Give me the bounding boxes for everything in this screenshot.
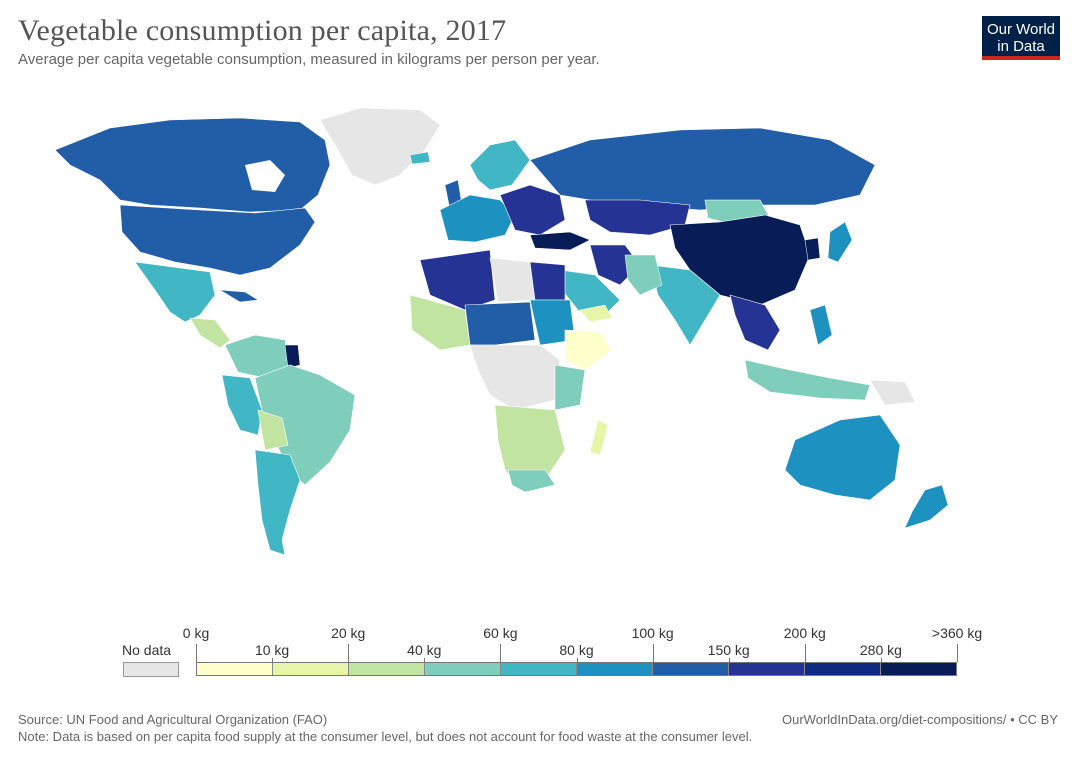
legend-label-upper-0: 0 kg	[182, 625, 210, 641]
source-url-link[interactable]: OurWorldInData.org/diet-compositions/ • …	[782, 712, 1058, 727]
legend-bin-9[interactable]	[881, 663, 956, 675]
legend-label-lower-1: 40 kg	[407, 642, 442, 658]
region-bolivia	[257, 409, 289, 451]
region-usa	[119, 204, 316, 276]
region-niger-chad	[464, 301, 536, 346]
region-central-asia	[584, 199, 691, 236]
legend-bin-2[interactable]	[349, 663, 425, 675]
region-horn-of-africa	[564, 329, 613, 371]
legend-tick-lower-3	[728, 658, 730, 662]
region-australia	[784, 414, 901, 501]
legend-label-lower-0: 10 kg	[254, 642, 290, 658]
region-philippines	[809, 304, 833, 346]
region-india	[649, 264, 721, 346]
region-east-africa	[554, 364, 586, 411]
legend-tick-upper-0	[196, 644, 197, 662]
region-mexico	[134, 261, 216, 323]
region-canada	[54, 117, 331, 213]
legend-tick-upper-1	[348, 644, 350, 662]
legend-label-lower-4: 280 kg	[859, 642, 902, 658]
legend-color-bar[interactable]	[196, 662, 957, 676]
legend-bin-3[interactable]	[425, 663, 501, 675]
note-text: Note: Data is based on per capita food s…	[18, 729, 753, 744]
legend-tick-upper-3	[652, 644, 654, 662]
region-indonesia	[744, 359, 871, 401]
logo-line-2: in Data	[997, 38, 1045, 55]
legend-label-lower-2: 80 kg	[559, 642, 594, 658]
region-greenland	[319, 107, 441, 186]
legend-no-data-swatch[interactable]	[123, 662, 179, 677]
legend-tick-lower-4	[880, 658, 882, 662]
region-yemen	[579, 304, 613, 323]
legend-bin-4[interactable]	[501, 663, 577, 675]
region-libya	[489, 257, 536, 303]
region-central-america	[189, 317, 231, 349]
region-peru	[221, 374, 263, 436]
region-iceland	[409, 151, 431, 165]
region-new-zealand	[904, 484, 949, 529]
legend-bin-8[interactable]	[805, 663, 881, 675]
region-central-africa	[469, 344, 561, 411]
legend-tick-upper-2	[500, 644, 502, 662]
legend-label-upper-2: 60 kg	[483, 625, 518, 641]
region-cuba	[219, 289, 259, 303]
region-south-africa	[507, 469, 556, 493]
legend-bin-5[interactable]	[577, 663, 653, 675]
legend-tick-lower-1	[424, 658, 426, 662]
region-madagascar	[589, 419, 609, 456]
legend-label-lower-3: 150 kg	[707, 642, 750, 658]
legend-label-upper-3: 100 kg	[631, 625, 674, 641]
region-eastern-europe	[499, 184, 566, 236]
source-text: Source: UN Food and Agricultural Organiz…	[18, 712, 328, 727]
region-argentina-chile	[254, 449, 301, 556]
legend-label-upper-5: >360 kg	[931, 625, 983, 641]
region-korea	[804, 237, 821, 261]
region-hudson-bay	[245, 160, 285, 192]
region-southeast-asia	[729, 294, 781, 351]
region-sahel-west	[409, 294, 471, 351]
region-japan	[827, 221, 853, 263]
legend-tick-upper-5	[957, 644, 958, 662]
chart-subtitle: Average per capita vegetable consumption…	[18, 51, 600, 68]
region-turkey	[529, 231, 591, 251]
region-new-guinea	[869, 379, 916, 406]
region-russia	[529, 127, 876, 211]
legend-no-data-label: No data	[122, 642, 172, 658]
legend-tick-lower-0	[272, 658, 274, 662]
legend-label-upper-4: 200 kg	[783, 625, 826, 641]
owid-logo[interactable]: Our World in Data	[982, 16, 1060, 60]
legend-bin-0[interactable]	[197, 663, 273, 675]
region-western-europe	[439, 194, 516, 243]
legend-tick-upper-4	[804, 644, 806, 662]
region-guyana	[284, 344, 301, 369]
region-afghanistan-pakistan	[624, 254, 663, 296]
legend-tick-lower-2	[576, 658, 578, 662]
chart-title: Vegetable consumption per capita, 2017	[18, 14, 507, 47]
legend-bin-7[interactable]	[729, 663, 805, 675]
region-egypt	[529, 261, 566, 301]
logo-line-1: Our World	[986, 21, 1056, 38]
legend-bin-6[interactable]	[653, 663, 729, 675]
legend-bin-1[interactable]	[273, 663, 349, 675]
region-scandinavia	[469, 139, 531, 191]
legend-label-upper-1: 20 kg	[331, 625, 366, 641]
